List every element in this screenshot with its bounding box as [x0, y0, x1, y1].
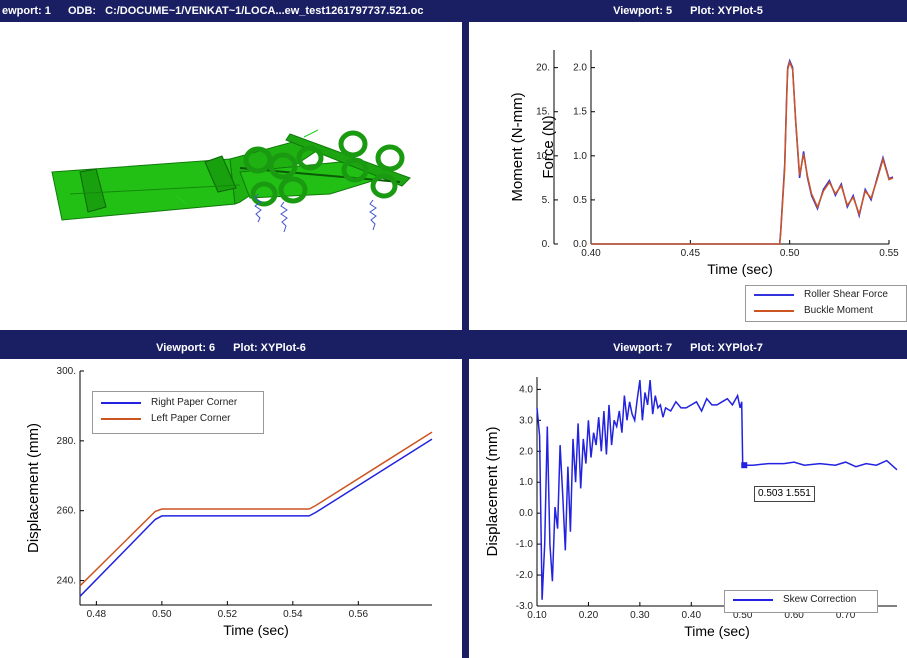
legend-label: Left Paper Corner — [151, 413, 231, 424]
series-line — [591, 59, 894, 245]
xyplot-5-legend[interactable]: Roller Shear Force Buckle Moment — [745, 285, 907, 322]
y2-tick-label: 0. — [542, 239, 550, 250]
x-tick-label: 0.70 — [836, 610, 856, 621]
legend-item: Right Paper Corner — [93, 395, 263, 411]
y-tick-label: 280. — [57, 436, 76, 447]
x-axis-label: Time (sec) — [684, 623, 750, 639]
model-render — [51, 129, 411, 233]
roller-wheels — [243, 130, 405, 207]
y-tick-label: -3.0 — [516, 601, 534, 612]
x-tick-label: 0.52 — [218, 609, 238, 620]
legend-item: Skew Correction — [725, 592, 877, 608]
x-tick-label: 0.40 — [581, 248, 601, 259]
viewport-1-label: ewport: 1 — [2, 5, 51, 17]
xyplot-6-legend[interactable]: Right Paper Corner Left Paper Corner — [92, 391, 264, 434]
x-axis-label: Time (sec) — [223, 622, 289, 638]
legend-swatch — [733, 599, 773, 601]
viewport-5-title-bar[interactable]: Viewport: 5 Plot: XYPlot-5 — [469, 0, 907, 22]
y2-axis-label: Moment (N-mm) — [509, 92, 526, 201]
legend-label: Buckle Moment — [804, 305, 873, 316]
legend-item: Roller Shear Force — [746, 287, 906, 303]
viewport-6[interactable]: Viewport: 6 Plot: XYPlot-6 0.48 0.50 0.52 0.… — [0, 337, 462, 658]
probe-readout: 0.503 1.551 — [754, 486, 815, 502]
x-tick-label: 0.45 — [681, 248, 701, 259]
odb-path: C:/DOCUME~1/VENKAT~1/LOCA...ew_test12617… — [105, 5, 424, 17]
viewport-1[interactable]: ewport: 1 ODB: C:/DOCUME~1/VENKAT~1/LOCA… — [0, 0, 462, 330]
y-tick-label: 300. — [57, 366, 76, 377]
y-axis-label: Displacement (mm) — [25, 423, 42, 553]
xyplot-6-canvas[interactable]: 0.48 0.50 0.52 0.54 0.56 240. 260. 280. 300. Time… — [0, 359, 462, 658]
viewport-7[interactable]: Viewport: 7 Plot: XYPlot-7 0.10 0.20 0.30 0.… — [469, 337, 907, 658]
x-tick-label: 0.40 — [682, 610, 702, 621]
y2-tick-label: 15. — [536, 107, 550, 118]
model-canvas[interactable] — [0, 22, 462, 330]
y2-tick-label: 20. — [536, 63, 550, 74]
x-tick-label: 0.50 — [780, 248, 800, 259]
y-tick-label: 1.5 — [573, 107, 587, 118]
y-axis-label: Force (N) — [540, 115, 557, 178]
viewport-6-label: Viewport: 6 — [156, 342, 216, 354]
axis-triad — [174, 129, 319, 206]
spring-elements — [254, 193, 377, 233]
legend-label: Skew Correction — [783, 594, 857, 605]
legend-swatch — [754, 294, 794, 296]
series-line — [79, 431, 433, 587]
y-tick-label: -2.0 — [516, 570, 534, 581]
viewport-7-label: Viewport: 7 — [613, 342, 673, 354]
odb-label: ODB: — [67, 5, 97, 17]
y-tick-label: 260. — [57, 506, 76, 517]
x-tick-label: 0.56 — [349, 609, 369, 620]
y-tick-label: 0.0 — [519, 508, 533, 519]
y-tick-label: 0.5 — [573, 195, 587, 206]
plot-5-label: Plot: XYPlot-5 — [690, 5, 763, 17]
x-tick-label: 0.54 — [283, 609, 303, 620]
xyplot-7-canvas[interactable]: 0.10 0.20 0.30 0.40 0.50 0.60 0.70 -3.0 -2.0 -1.0… — [469, 359, 907, 658]
series-line — [79, 438, 433, 597]
x-tick-label: 0.20 — [579, 610, 599, 621]
paper-sheet-model — [51, 133, 411, 221]
probe-marker — [741, 462, 748, 469]
y-axis-label: Displacement (mm) — [484, 426, 501, 556]
legend-label: Roller Shear Force — [804, 289, 888, 300]
y-tick-label: 240. — [57, 576, 76, 587]
plot-7-label: Plot: XYPlot-7 — [690, 342, 763, 354]
y-tick-label: 0.0 — [573, 239, 587, 250]
x-tick-label: 0.60 — [784, 610, 804, 621]
y-tick-label: 3.0 — [519, 415, 533, 426]
legend-swatch — [754, 310, 794, 312]
plot-6-label: Plot: XYPlot-6 — [233, 342, 306, 354]
series-line — [536, 379, 898, 600]
legend-item: Left Paper Corner — [93, 411, 263, 427]
viewport-7-title-bar[interactable]: Viewport: 7 Plot: XYPlot-7 — [469, 337, 907, 359]
x-tick-label: 0.50 — [733, 610, 753, 621]
series-line — [591, 58, 894, 245]
viewport-6-title-bar[interactable]: Viewport: 6 Plot: XYPlot-6 — [0, 337, 462, 359]
viewport-5[interactable]: Viewport: 5 Plot: XYPlot-5 0.40 0.45 0.50 0.… — [469, 0, 907, 330]
xyplot-6-chart[interactable]: 0.48 0.50 0.52 0.54 0.56 240. 260. 280. 300. Time… — [0, 359, 462, 658]
y-tick-label: -1.0 — [516, 539, 534, 550]
y2-tick-label: 10. — [536, 151, 550, 162]
x-tick-label: 0.50 — [152, 609, 172, 620]
xyplot-7-chart[interactable]: 0.10 0.20 0.30 0.40 0.50 0.60 0.70 -3.0 -2.0 -1.0… — [469, 359, 907, 658]
x-tick-label: 0.10 — [527, 610, 547, 621]
x-tick-label: 0.55 — [879, 248, 899, 259]
x-tick-label: 0.30 — [630, 610, 650, 621]
y-tick-label: 1.0 — [573, 151, 587, 162]
legend-swatch — [101, 418, 141, 420]
y-tick-label: 2.0 — [519, 446, 533, 457]
xyplot-5-canvas[interactable]: 0.40 0.45 0.50 0.55 0.0 0.5 1.0 1.5 2.0 0. 5. 10. 15… — [469, 22, 907, 330]
xyplot-5-chart[interactable]: 0.40 0.45 0.50 0.55 0.0 0.5 1.0 1.5 2.0 0. 5. 10. 15… — [469, 22, 907, 330]
x-axis-label: Time (sec) — [707, 261, 773, 277]
legend-swatch — [101, 402, 141, 404]
xyplot-7-legend[interactable]: Skew Correction — [724, 590, 878, 613]
y2-tick-label: 5. — [542, 195, 550, 206]
y-tick-label: 2.0 — [573, 63, 587, 74]
viewport-5-label: Viewport: 5 — [613, 5, 673, 17]
y-tick-label: 4.0 — [519, 384, 533, 395]
viewport-1-title-bar[interactable]: ewport: 1 ODB: C:/DOCUME~1/VENKAT~1/LOCA… — [0, 0, 462, 22]
y-tick-label: 1.0 — [519, 477, 533, 488]
legend-item: Buckle Moment — [746, 303, 906, 319]
x-tick-label: 0.48 — [87, 609, 107, 620]
legend-label: Right Paper Corner — [151, 397, 238, 408]
